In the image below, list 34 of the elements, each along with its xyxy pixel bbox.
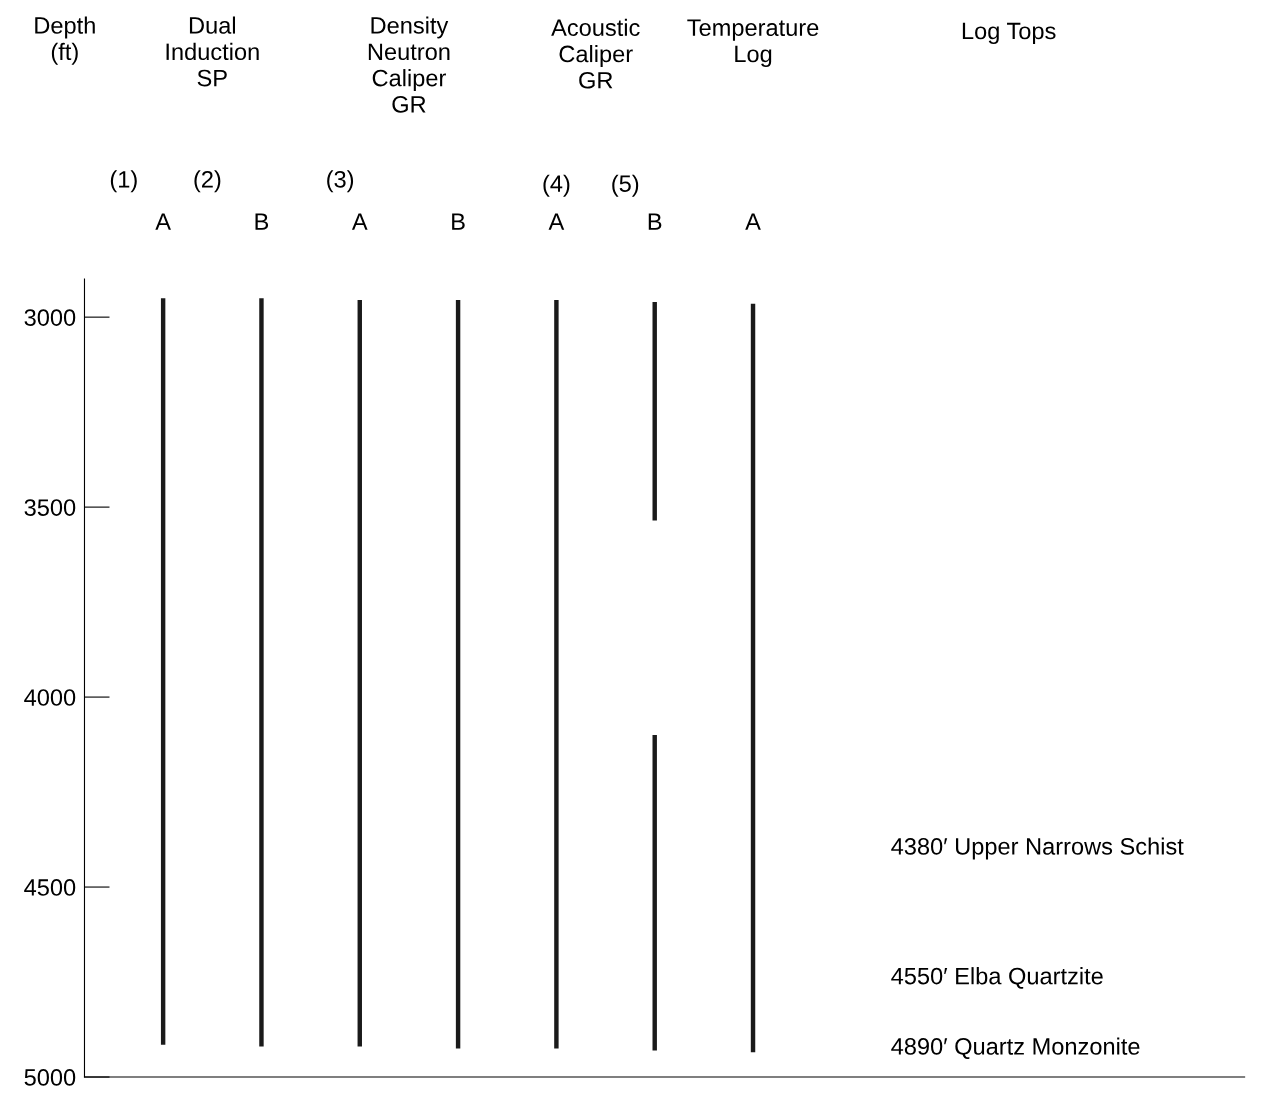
text: (3): [327, 170, 354, 193]
x-tick-label: B: [452, 213, 465, 230]
y-tick-label: 5000: [24, 1069, 76, 1086]
text: (1): [110, 170, 137, 193]
text: Temperature Log: [687, 19, 819, 67]
x-tick-label: A: [351, 213, 368, 230]
text: 4380′ Upper Narrows Schist: [891, 837, 1184, 860]
x-tick-label: B: [255, 213, 269, 230]
text: (4): [543, 174, 570, 197]
y-tick-label: 4000: [24, 689, 76, 706]
text: Depth (ft): [35, 16, 95, 65]
bar: [750, 303, 756, 1053]
bar: [357, 300, 362, 1047]
y-tick-label: 4500: [24, 879, 76, 896]
x-tick-label: A: [548, 213, 565, 230]
text: 4890′ Quartz Monzonite: [891, 1037, 1140, 1060]
y-tick-label: 3500: [24, 499, 76, 516]
text: Acoustic Caliper GR: [551, 18, 640, 89]
text: Dual Induction SP: [166, 16, 259, 87]
text: Log Tops: [962, 22, 1056, 44]
text: Density Neutron Caliper GR: [368, 16, 450, 113]
x-tick-label: A: [745, 213, 761, 230]
bar: [554, 300, 559, 1049]
text: (5): [612, 174, 639, 197]
x-tick-label: B: [648, 213, 662, 230]
bar: [455, 300, 461, 1049]
bar: [259, 298, 264, 1047]
bar: [160, 298, 166, 1045]
text: 4550′ Elba Quartzite: [891, 967, 1103, 989]
text: (2): [194, 170, 221, 193]
bar: [652, 301, 657, 521]
y-tick-label: 3000: [24, 309, 76, 326]
bar: [652, 735, 657, 1051]
x-tick-label: A: [155, 213, 171, 230]
